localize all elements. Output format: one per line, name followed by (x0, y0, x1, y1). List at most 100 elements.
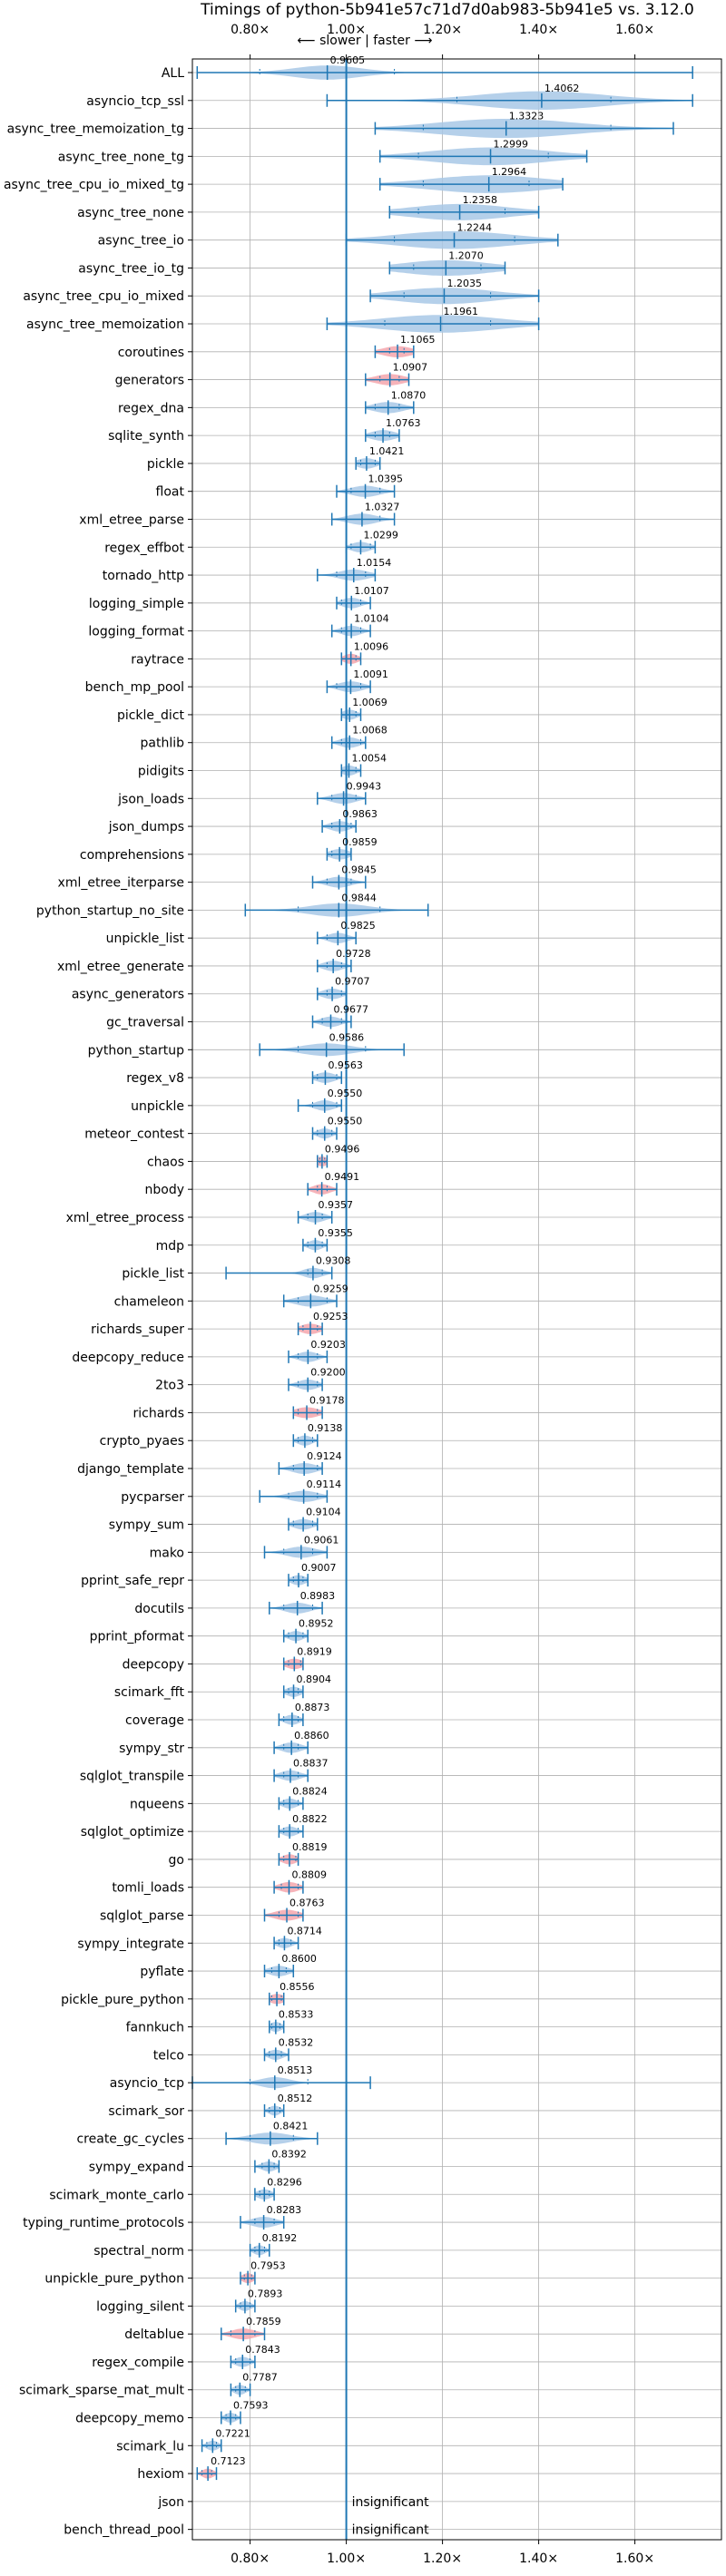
benchmark-label: fannkuch (126, 2021, 184, 2035)
benchmark-label: create_gc_cycles (76, 2132, 184, 2147)
value-label: 0.8763 (289, 1897, 325, 1908)
benchmark-label: async_tree_memoization (26, 317, 184, 332)
plot-frame (191, 58, 722, 2541)
value-label: 0.8714 (287, 1925, 322, 1937)
benchmark-label: tornado_http (103, 569, 184, 583)
benchmark-label: bench_mp_pool (85, 680, 184, 695)
value-label: 0.8192 (262, 2232, 298, 2244)
value-label: 0.9007 (301, 1562, 337, 1574)
value-label: 0.9104 (306, 1507, 341, 1518)
value-label: 0.7123 (211, 2455, 246, 2467)
value-label: 1.0069 (352, 697, 388, 708)
benchmark-label: richards_super (91, 1322, 184, 1337)
benchmark-label: logging_silent (96, 2299, 184, 2314)
benchmark-label: deltablue (124, 2327, 184, 2342)
direction-label: ⟵ slower | faster ⟶ (298, 34, 433, 48)
value-label: 1.0763 (386, 417, 421, 429)
benchmark-label: scimark_sor (108, 2104, 184, 2119)
benchmark-label: asyncio_tcp (110, 2076, 184, 2091)
benchmark-label: pidigits (138, 765, 184, 779)
benchmark-label: regex_compile (92, 2356, 184, 2370)
insignificant-label: insignificant (352, 2523, 430, 2538)
x-tick-label-bottom: 1.20× (423, 2552, 462, 2566)
benchmark-label: json_loads (117, 792, 184, 806)
benchmark-label: go (169, 1853, 184, 1868)
value-label: 1.4062 (544, 83, 580, 94)
benchmark-label: scimark_monte_carlo (49, 2188, 184, 2202)
x-tick-label-top: 0.80× (231, 23, 270, 37)
benchmark-label: unpickle (131, 1099, 184, 1114)
benchmark-label: coverage (125, 1713, 184, 1728)
benchmark-label: regex_effbot (104, 541, 184, 555)
benchmark-label: pickle_dict (117, 708, 185, 723)
benchmark-label: logging_simple (89, 597, 184, 611)
value-label: 0.9491 (325, 1171, 360, 1183)
value-label: 0.9253 (313, 1311, 348, 1322)
value-label: 0.9550 (328, 1088, 363, 1099)
value-label: 1.0104 (354, 613, 389, 625)
value-label: 1.2070 (448, 249, 484, 261)
benchmark-label: 2to3 (155, 1379, 184, 1393)
benchmark-label: pprint_safe_repr (81, 1574, 184, 1588)
benchmark-label: hexiom (137, 2467, 184, 2482)
benchmark-label: sqlglot_transpile (80, 1770, 184, 1784)
benchmark-label: meteor_contest (84, 1127, 184, 1142)
value-label: 1.2999 (494, 138, 529, 150)
benchmark-label: sqlite_synth (108, 429, 184, 444)
benchmark-label: chameleon (114, 1294, 184, 1309)
benchmark-label: scimark_fft (114, 1685, 185, 1700)
benchmark-label: unpickle_pure_python (44, 2272, 184, 2287)
value-label: 0.9707 (335, 976, 370, 988)
value-label: 1.0907 (393, 362, 428, 374)
benchmark-label: nbody (145, 1183, 185, 1197)
value-label: 0.8392 (271, 2149, 307, 2161)
value-label: 0.8952 (299, 1618, 334, 1630)
benchmark-label: scimark_sparse_mat_mult (19, 2384, 184, 2398)
benchmark-label: sqlglot_optimize (81, 1825, 184, 1839)
value-label: 0.7893 (248, 2288, 283, 2299)
value-label: 1.0154 (357, 557, 392, 569)
value-label: 0.9355 (318, 1227, 353, 1239)
x-tick-label-bottom: 1.40× (519, 2552, 558, 2566)
value-label: 0.9114 (307, 1478, 342, 1490)
benchmark-label: bench_thread_pool (64, 2523, 184, 2538)
value-label: 0.9259 (313, 1283, 348, 1294)
value-label: 1.2035 (446, 278, 481, 289)
value-label: 0.8819 (292, 1841, 328, 1853)
value-label: 0.8421 (273, 2121, 309, 2132)
benchmark-label: pathlib (141, 737, 185, 751)
value-label: 0.9138 (308, 1422, 343, 1434)
value-label: 1.0091 (353, 668, 388, 680)
value-label: 1.0299 (363, 529, 398, 541)
value-label: 0.9586 (329, 1031, 365, 1043)
benchmark-label: regex_v8 (126, 1071, 184, 1086)
value-label: 0.9844 (341, 892, 377, 903)
benchmark-label: nqueens (130, 1797, 184, 1811)
benchmark-label: pickle (147, 457, 184, 472)
value-label: 0.9496 (325, 1143, 360, 1155)
label-layer: 0.9605 1.4062 1.3323 1.2999 1.2964 1.2358 1.22… (211, 54, 579, 2538)
x-tick-label-bottom: 0.80× (231, 2552, 270, 2566)
value-label: 0.8904 (297, 1673, 332, 1685)
value-label: 0.9825 (340, 920, 376, 932)
benchmark-label: async_tree_io_tg (78, 261, 184, 276)
benchmark-label: sympy_integrate (77, 1937, 184, 1951)
benchmark-label: deepcopy_reduce (72, 1351, 184, 1365)
benchmark-label: telco (153, 2048, 184, 2063)
benchmark-label: asyncio_tcp_ssl (86, 94, 184, 109)
value-label: 1.2358 (463, 194, 497, 206)
benchmark-label: async_tree_cpu_io_mixed_tg (4, 178, 184, 192)
value-label: 0.9728 (336, 948, 371, 960)
value-label: 0.8532 (279, 2036, 314, 2048)
value-label: 0.9061 (304, 1534, 339, 1546)
value-label: 0.7843 (245, 2344, 280, 2356)
benchmark-label: docutils (134, 1602, 184, 1616)
benchmark-label: ALL (162, 66, 184, 81)
x-tick-label-top: 1.00× (327, 23, 366, 37)
benchmark-label: richards (133, 1406, 185, 1420)
value-label: 0.8919 (297, 1645, 332, 1657)
value-label: 0.9200 (310, 1367, 346, 1379)
value-label: 1.0107 (354, 585, 389, 597)
benchmark-label: regex_dna (118, 401, 184, 415)
benchmark-label: async_tree_io (98, 234, 184, 249)
